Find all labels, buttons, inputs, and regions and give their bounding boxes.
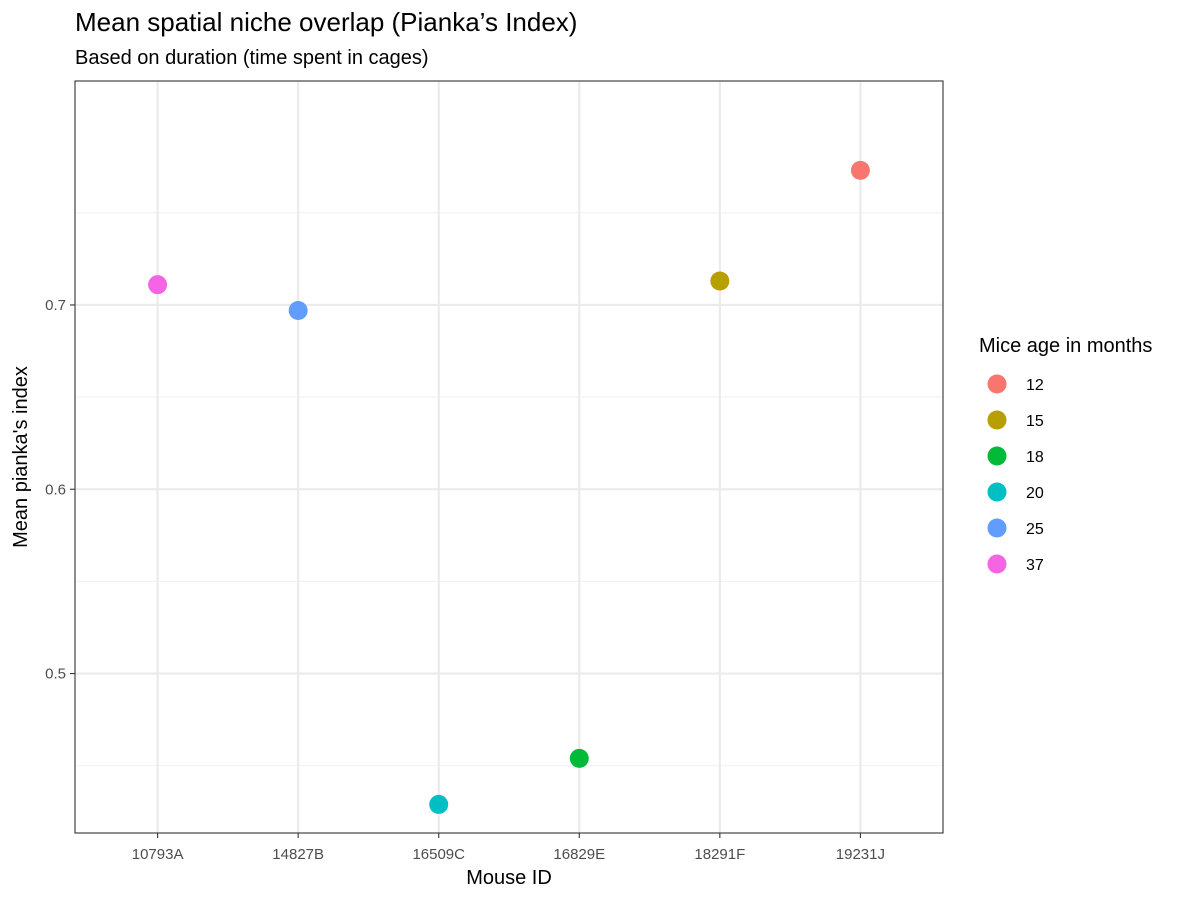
legend-key: [987, 374, 1007, 394]
data-point: [429, 794, 449, 814]
y-axis-ticks: 0.5 0.6 0.7: [45, 297, 75, 683]
grid-major: [75, 81, 943, 833]
data-point: [850, 160, 870, 180]
x-tick-label: 16829E: [553, 846, 605, 863]
legend-key: [987, 518, 1007, 538]
chart-title: Mean spatial niche overlap (Pianka’s Ind…: [75, 7, 577, 37]
x-tick-label: 16509C: [412, 846, 465, 863]
y-tick-label: 0.5: [45, 666, 66, 683]
legend-key: [987, 410, 1007, 430]
plot-border: [74, 80, 944, 834]
legend: Mice age in months 12 15 18 20 25 37: [979, 335, 1152, 574]
legend-label: 25: [1026, 521, 1044, 538]
y-axis-title: Mean pianka's index: [10, 366, 32, 548]
x-axis-ticks: 10793A 14827B 16509C 16829E 18291F 19231J: [132, 833, 885, 863]
x-tick-label: 10793A: [132, 846, 184, 863]
data-point: [710, 271, 730, 291]
chart-subtitle: Based on duration (time spent in cages): [75, 47, 429, 69]
plot-background: [75, 81, 943, 833]
grid-minor: [75, 212, 943, 767]
legend-label: 15: [1026, 413, 1044, 430]
x-tick-label: 18291F: [694, 846, 745, 863]
data-point: [288, 300, 308, 320]
data-points: [148, 160, 870, 814]
x-axis-title: Mouse ID: [466, 867, 552, 889]
plot-area: [74, 80, 944, 834]
legend-key: [987, 446, 1007, 466]
legend-label: 18: [1026, 449, 1044, 466]
data-point: [569, 748, 589, 768]
legend-entries: 12 15 18 20 25 37: [987, 374, 1044, 574]
legend-title: Mice age in months: [979, 335, 1152, 357]
y-tick-label: 0.7: [45, 297, 66, 314]
x-tick-label: 19231J: [836, 846, 885, 863]
legend-key: [987, 554, 1007, 574]
y-tick-label: 0.6: [45, 481, 66, 498]
data-point: [148, 275, 168, 295]
legend-label: 12: [1026, 377, 1044, 394]
x-tick-label: 14827B: [272, 846, 324, 863]
legend-label: 37: [1026, 557, 1044, 574]
legend-key: [987, 482, 1007, 502]
legend-label: 20: [1026, 485, 1044, 502]
